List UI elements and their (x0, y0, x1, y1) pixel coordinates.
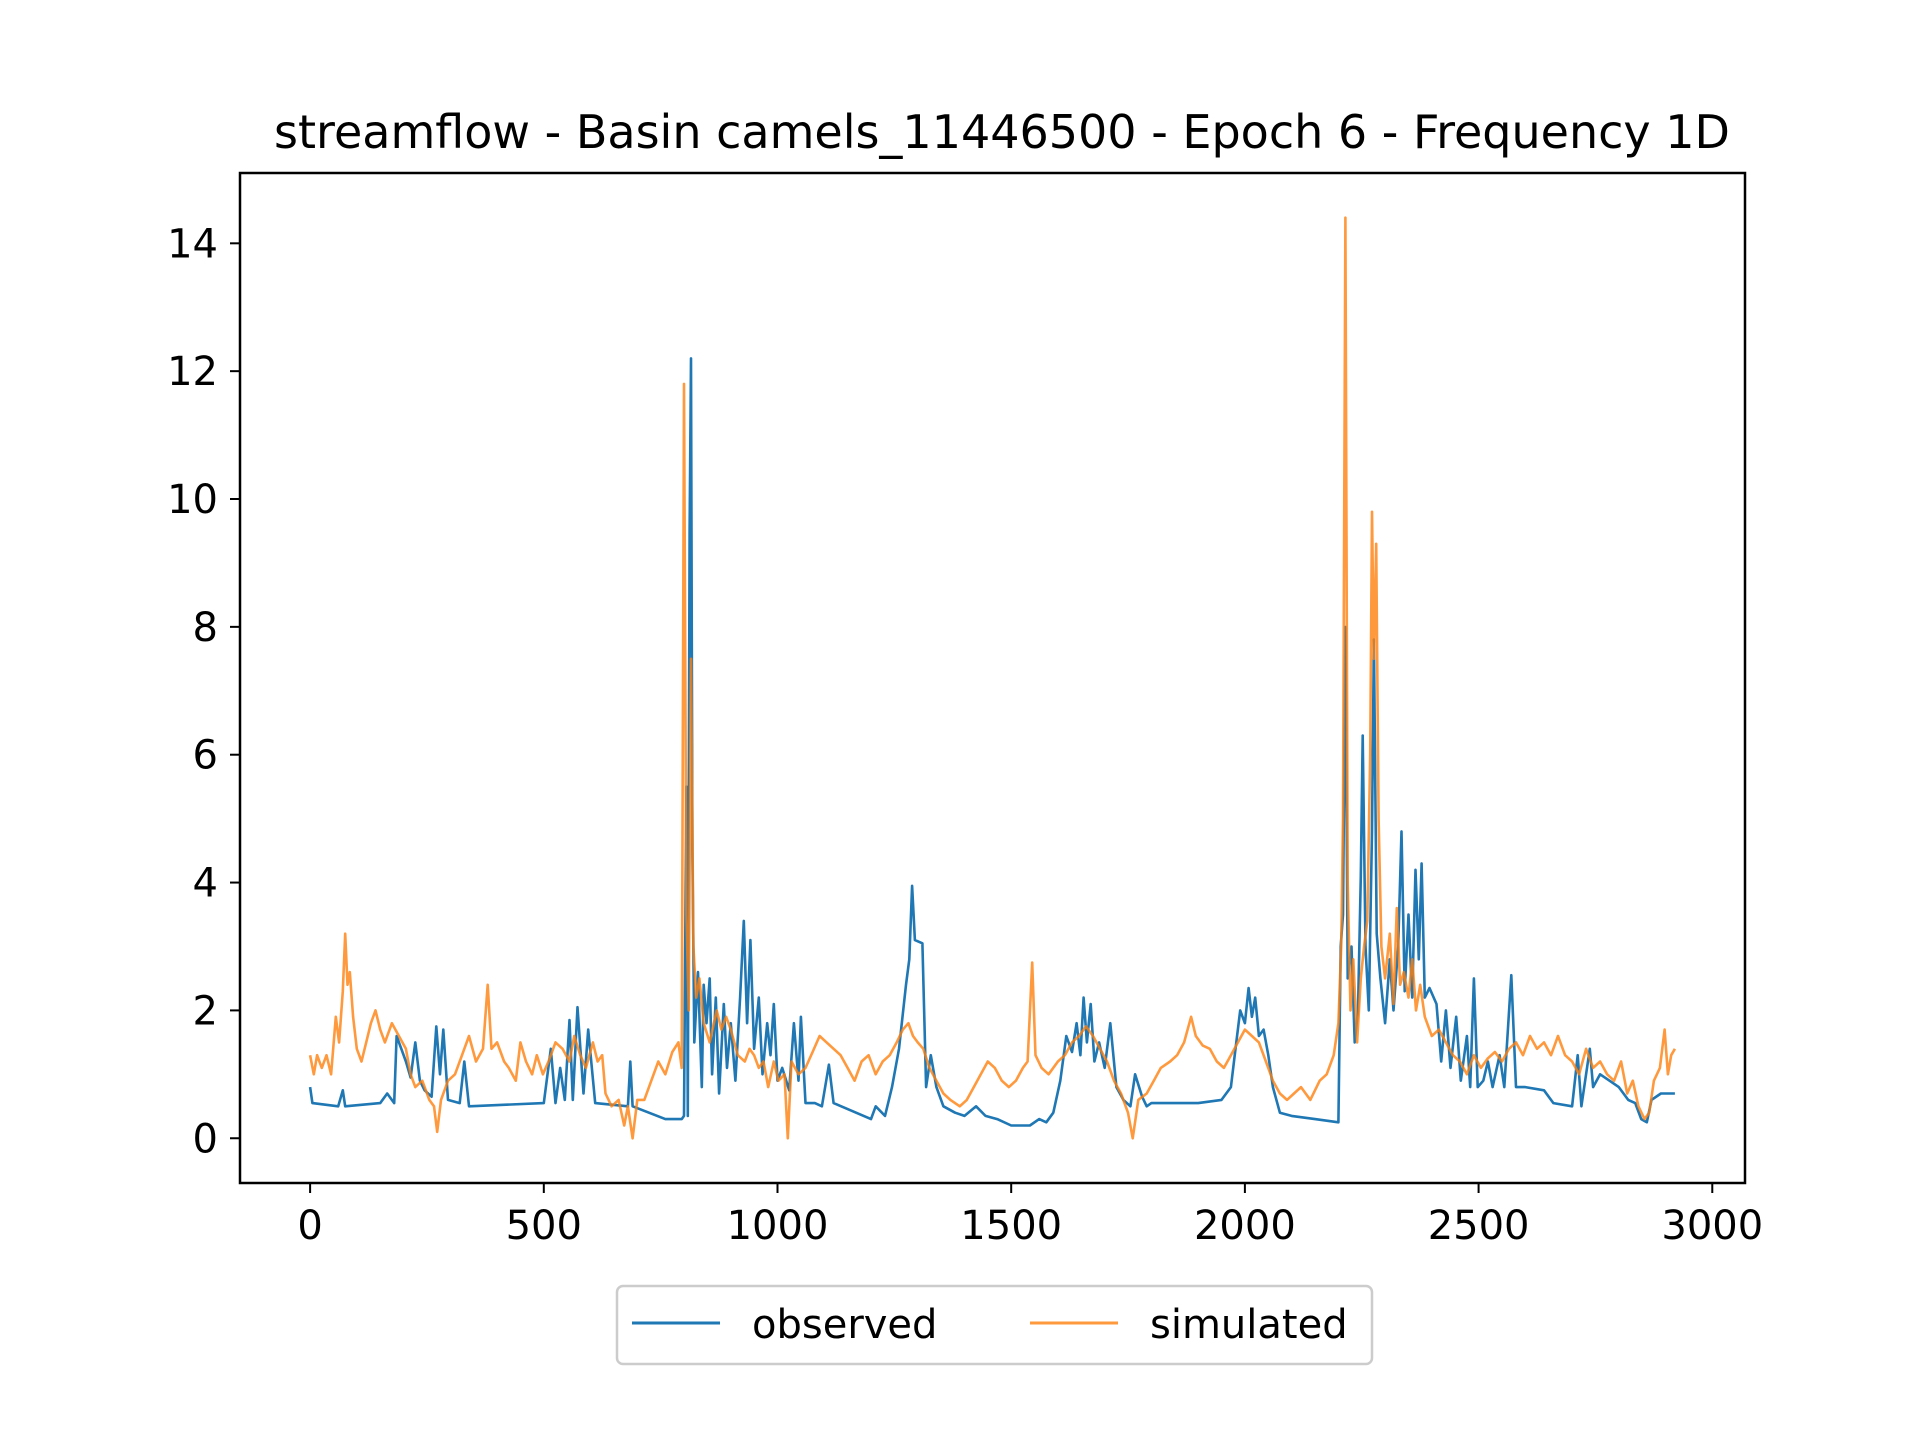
chart-title: streamflow - Basin camels_11446500 - Epo… (274, 105, 1730, 159)
y-tick-label: 4 (193, 861, 218, 907)
x-tick-label: 1500 (960, 1203, 1062, 1249)
legend-box (615, 1284, 1374, 1366)
x-tick-label: 1000 (727, 1203, 829, 1249)
y-tick-label: 12 (167, 349, 218, 395)
legend: observed simulated (615, 1284, 1374, 1366)
y-tick-label: 14 (167, 221, 218, 267)
axes: 0 500 1000 1500 2000 2500 3000 0 2 4 6 8 10 12 14 (167, 221, 1763, 1249)
x-tick-label: 0 (297, 1203, 322, 1249)
y-tick-label: 10 (167, 477, 218, 523)
y-tick-label: 2 (193, 988, 218, 1034)
x-tick-label: 2500 (1428, 1203, 1530, 1249)
y-tick-label: 0 (193, 1116, 218, 1162)
axes-frame (238, 171, 1747, 1185)
legend-label-observed: observed (752, 1302, 937, 1348)
x-tick-label: 500 (506, 1203, 582, 1249)
plot-area (308, 216, 1677, 1140)
x-tick-label: 3000 (1661, 1203, 1763, 1249)
y-tick-label: 8 (193, 605, 218, 651)
y-tick-label: 6 (193, 733, 218, 779)
x-tick-label: 2000 (1194, 1203, 1296, 1249)
legend-label-simulated: simulated (1150, 1302, 1348, 1348)
series-line-simulated (308, 216, 1677, 1140)
